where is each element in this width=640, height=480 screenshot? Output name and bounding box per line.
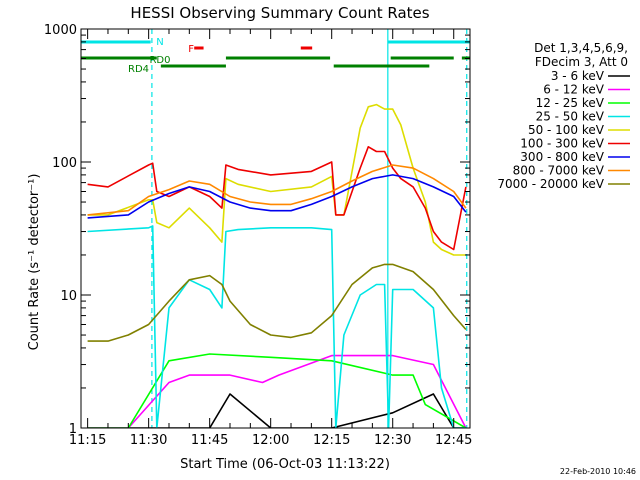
x-tick-label: 11:15: [69, 433, 106, 448]
series-line-8: [87, 263, 467, 342]
legend-label-5: 100 - 300 keV: [520, 137, 604, 151]
series-line-1: [87, 354, 467, 428]
flag-label-1: F: [188, 44, 194, 55]
x-tick-label: 11:45: [191, 433, 228, 448]
x-tick-label: 12:15: [313, 433, 350, 448]
legend-label-1: 6 - 12 keV: [543, 83, 605, 97]
series-line-6: [87, 174, 467, 219]
legend-label-7: 800 - 7000 keV: [513, 164, 605, 178]
legend-label-8: 7000 - 20000 keV: [497, 177, 604, 191]
x-tick-label: 11:30: [130, 433, 167, 448]
legend-label-0: 3 - 6 keV: [551, 69, 605, 83]
flag-label-0: N: [156, 37, 163, 48]
y-tick-label: 10: [60, 289, 77, 304]
legend-label-2: 12 - 25 keV: [536, 96, 605, 110]
x-tick-label: 12:30: [374, 433, 411, 448]
x-tick-label: 12:45: [435, 433, 472, 448]
series-line-7: [87, 164, 467, 216]
x-axis-label: Start Time (06-Oct-03 11:13:22): [180, 457, 390, 472]
series-line-5: [87, 146, 467, 251]
flag-label-2: RD0: [149, 55, 170, 66]
series-line-3: [87, 225, 466, 428]
legend-header-line-2: FDecim 3, Att 0: [535, 55, 628, 69]
series-lines: [87, 103, 467, 428]
series-line-4: [87, 103, 466, 256]
plot-frame: [80, 28, 471, 429]
y-axis-label: Count Rate (s⁻¹ detector⁻¹): [27, 174, 42, 351]
legend-label-3: 25 - 50 keV: [536, 110, 605, 124]
series-line-2: [87, 353, 467, 428]
axes: 1 10 100 1000 11:15 11:30 11:45 12:00 12:15 12:30…: [44, 23, 473, 448]
y-tick-label: 1: [69, 422, 77, 437]
vertical-markers: [151, 29, 468, 428]
legend-label-4: 50 - 100 keV: [528, 123, 605, 137]
y-tick-label: 1000: [44, 23, 77, 38]
chart-title: HESSI Observing Summary Count Rates: [130, 4, 429, 22]
y-tick-label: 100: [52, 156, 77, 171]
x-tick-label: 12:00: [252, 433, 289, 448]
date-stamp: 22-Feb-2010 10:46: [560, 467, 636, 476]
flag-label-3: RD4: [128, 64, 149, 75]
legend-label-6: 300 - 800 keV: [520, 150, 604, 164]
legend-header-line-1: Det 1,3,4,5,6,9,: [534, 41, 628, 55]
